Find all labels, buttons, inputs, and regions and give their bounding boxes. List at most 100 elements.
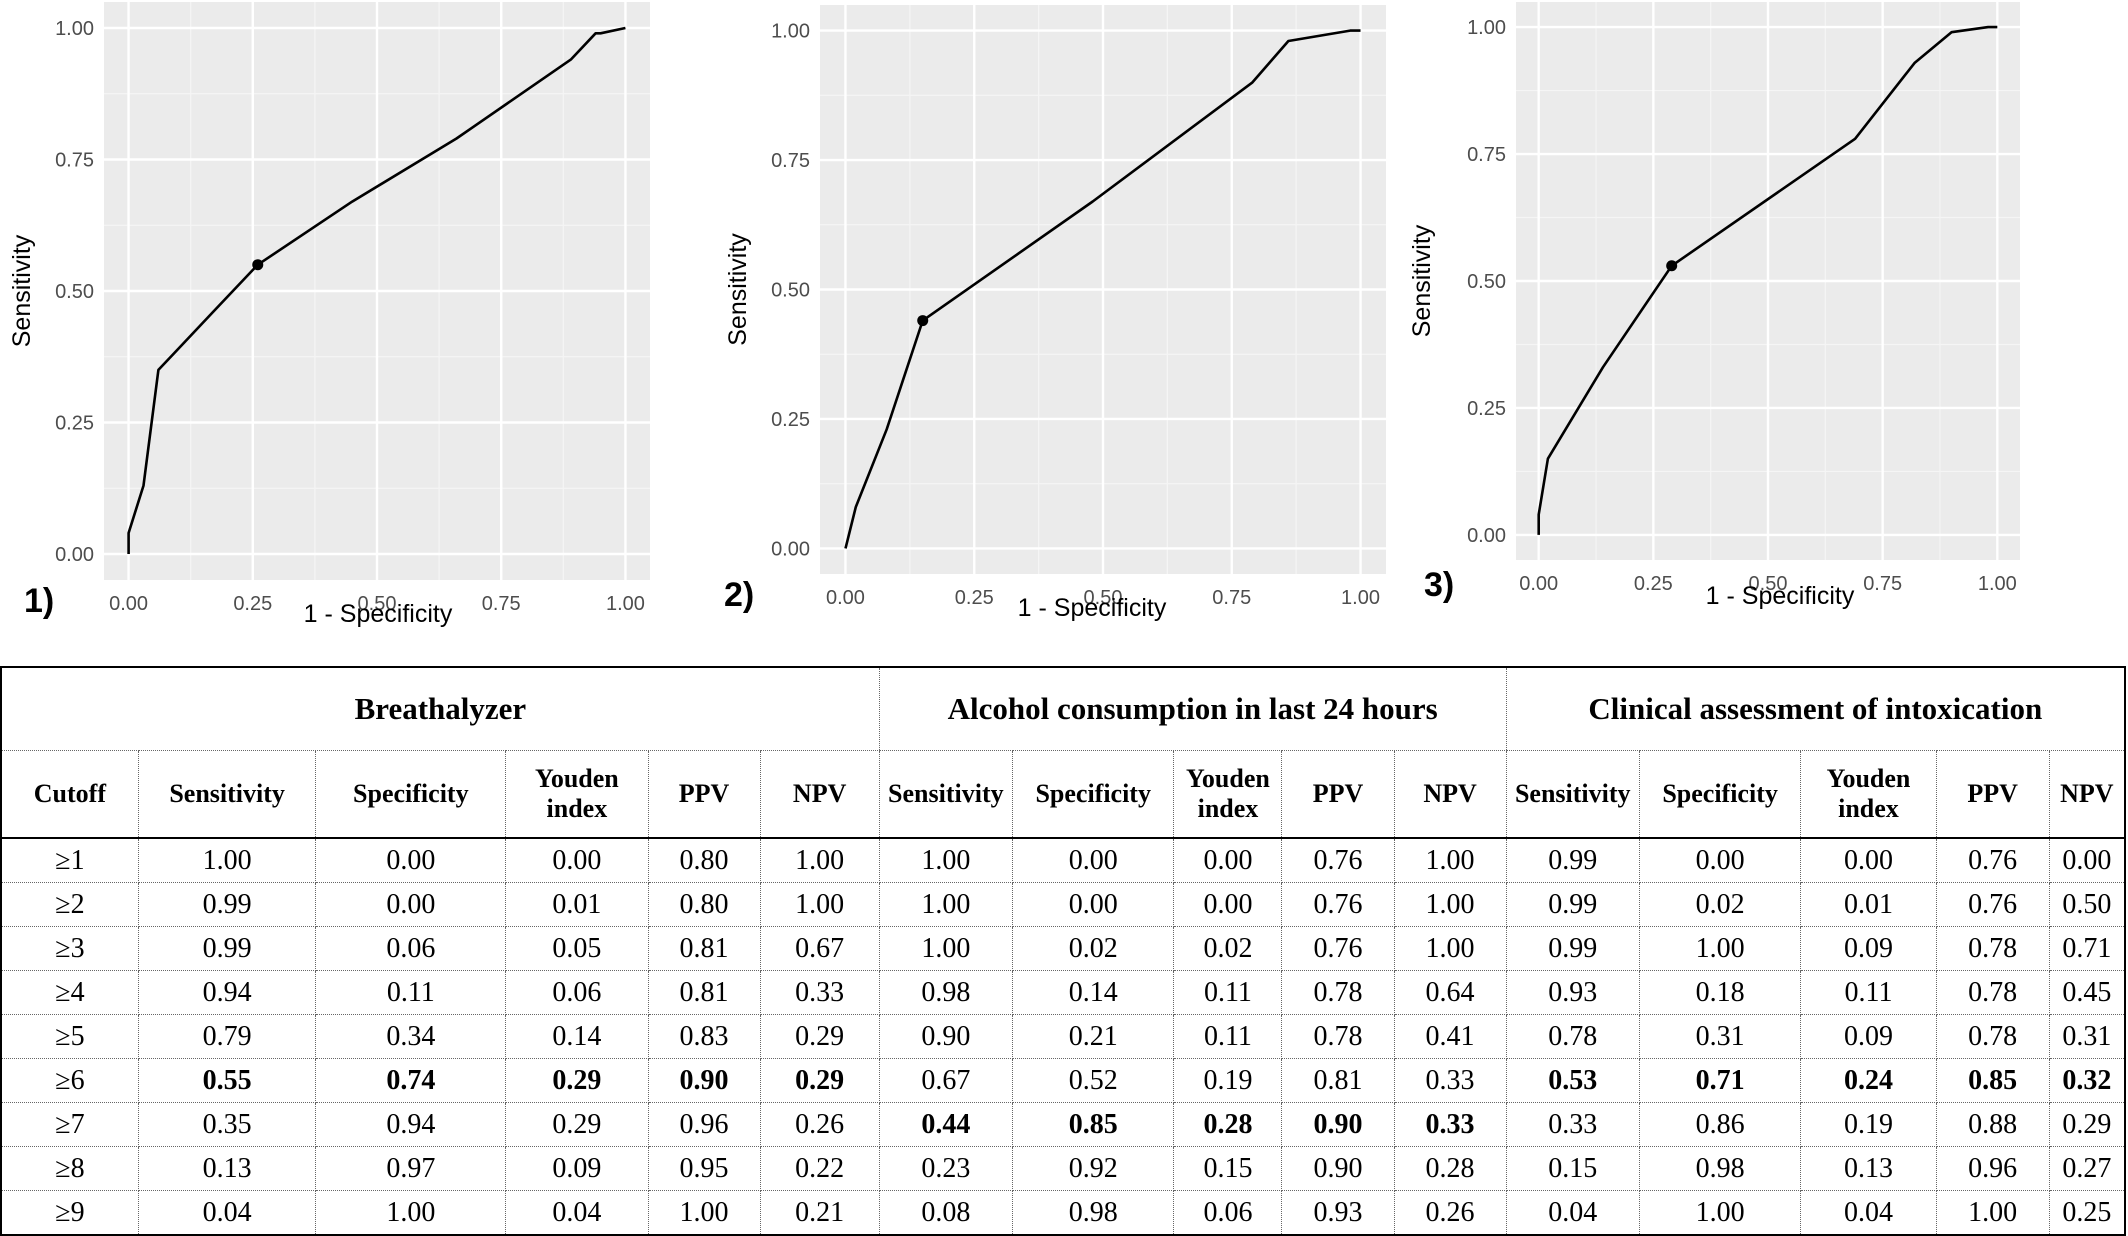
value-cell: 0.34 xyxy=(315,1014,507,1059)
x-tick-label: 0.00 xyxy=(826,587,865,609)
value-cell: 0.00 xyxy=(1173,882,1283,927)
value-cell: 0.11 xyxy=(315,970,507,1015)
column-header-sensitivity: Sensitivity xyxy=(138,750,317,839)
value-cell: 0.95 xyxy=(648,1146,761,1191)
value-cell: 0.22 xyxy=(760,1146,880,1191)
value-cell: 0.00 xyxy=(505,838,649,883)
value-cell: 0.01 xyxy=(1800,882,1937,927)
value-cell: 0.99 xyxy=(1505,882,1640,927)
column-header-specificity: Specificity xyxy=(1012,750,1175,839)
value-cell: 0.02 xyxy=(1639,882,1802,927)
x-tick-label: 0.50 xyxy=(1084,587,1123,609)
value-cell: 0.98 xyxy=(1012,1190,1175,1236)
optimal-cutoff-point xyxy=(252,259,264,271)
x-axis-title: 1 - Specificity xyxy=(1018,594,1167,622)
column-header-npv: NPV xyxy=(2049,750,2126,839)
y-tick-label: 1.00 xyxy=(55,18,94,40)
value-cell: 0.50 xyxy=(2049,882,2126,927)
metrics-table: Breathalyzer Alcohol consumption in last… xyxy=(0,666,2126,1236)
value-cell: 0.00 xyxy=(1173,838,1283,883)
x-axis-title: 1 - Specificity xyxy=(1706,582,1855,610)
column-header-ppv: PPV xyxy=(1936,750,2050,839)
table-row: ≥8 0.13 0.97 0.09 0.95 0.22 0.23 0.92 0.15 0.90 0.… xyxy=(0,1146,2126,1191)
value-cell: 0.15 xyxy=(1505,1146,1640,1191)
cutoff-cell: ≥7 xyxy=(0,1102,139,1147)
roc-plot-3: 0.00 0.00 0.25 0.25 0.50 0.50 0.75 0.75 1.00 1.00… xyxy=(1400,0,2100,640)
value-cell: 0.13 xyxy=(1800,1146,1937,1191)
value-cell: 0.76 xyxy=(1281,926,1395,971)
value-cell: 0.02 xyxy=(1012,926,1175,971)
value-cell: 0.67 xyxy=(760,926,880,971)
column-header-ppv: PPV xyxy=(648,750,761,839)
table-row: ≥3 0.99 0.06 0.05 0.81 0.67 1.00 0.02 0.02 0.76 1.… xyxy=(0,926,2126,971)
x-tick-label: 1.00 xyxy=(606,593,645,615)
value-cell: 0.76 xyxy=(1936,882,2050,927)
value-cell: 0.11 xyxy=(1800,970,1937,1015)
column-header-sensitivity: Sensitivity xyxy=(1505,750,1640,839)
value-cell: 0.25 xyxy=(2049,1190,2126,1236)
column-header-youden-index: Youden index xyxy=(1173,750,1283,839)
table-body: ≥1 1.00 0.00 0.00 0.80 1.00 1.00 0.00 0.00 0.76 1.… xyxy=(0,838,2126,1236)
y-tick-label: 0.75 xyxy=(1467,144,1506,166)
value-cell: 0.33 xyxy=(1505,1102,1640,1147)
value-cell: 0.28 xyxy=(1173,1102,1283,1147)
x-tick-label: 0.25 xyxy=(1634,573,1673,595)
value-cell: 0.21 xyxy=(1012,1014,1175,1059)
value-cell: 0.27 xyxy=(2049,1146,2126,1191)
table-row: ≥2 0.99 0.00 0.01 0.80 1.00 1.00 0.00 0.00 0.76 1.… xyxy=(0,882,2126,927)
panel-label: 3) xyxy=(1424,566,1454,604)
value-cell: 1.00 xyxy=(760,838,880,883)
y-tick-label: 1.00 xyxy=(1467,17,1506,39)
value-cell: 0.19 xyxy=(1800,1102,1937,1147)
value-cell: 0.26 xyxy=(1394,1190,1507,1236)
value-cell: 1.00 xyxy=(1394,926,1507,971)
roc-svg: 0.00 0.00 0.25 0.25 0.50 0.50 0.75 0.75 1.00 1.00… xyxy=(8,2,650,628)
y-axis-title: Sensitivity xyxy=(1408,224,1436,337)
value-cell: 0.81 xyxy=(648,926,761,971)
value-cell: 0.64 xyxy=(1394,970,1507,1015)
value-cell: 0.09 xyxy=(505,1146,649,1191)
value-cell: 1.00 xyxy=(1394,882,1507,927)
value-cell: 0.00 xyxy=(315,838,507,883)
value-cell: 0.00 xyxy=(1012,838,1175,883)
value-cell: 0.78 xyxy=(1936,1014,2050,1059)
value-cell: 0.31 xyxy=(2049,1014,2126,1059)
value-cell: 0.78 xyxy=(1936,970,2050,1015)
y-tick-label: 0.50 xyxy=(771,280,810,302)
cutoff-table: Breathalyzer Alcohol consumption in last… xyxy=(0,666,2126,1236)
y-tick-label: 0.25 xyxy=(771,409,810,431)
value-cell: 0.13 xyxy=(138,1146,317,1191)
column-header-specificity: Specificity xyxy=(1639,750,1802,839)
value-cell: 0.92 xyxy=(1012,1146,1175,1191)
x-tick-label: 0.75 xyxy=(482,593,521,615)
value-cell: 0.06 xyxy=(1173,1190,1283,1236)
value-cell: 0.33 xyxy=(760,970,880,1015)
value-cell: 0.02 xyxy=(1173,926,1283,971)
value-cell: 0.71 xyxy=(2049,926,2126,971)
value-cell: 0.94 xyxy=(315,1102,507,1147)
column-header-youden-index: Youden index xyxy=(1800,750,1937,839)
value-cell: 0.90 xyxy=(1281,1102,1395,1147)
column-header-specificity: Specificity xyxy=(315,750,507,839)
value-cell: 0.00 xyxy=(315,882,507,927)
value-cell: 0.94 xyxy=(138,970,317,1015)
cutoff-cell: ≥4 xyxy=(0,970,139,1015)
value-cell: 0.32 xyxy=(2049,1058,2126,1103)
column-header-row: Cutoff Sensitivity Specificity Youden index… xyxy=(0,750,2126,839)
x-tick-label: 1.00 xyxy=(1341,587,1380,609)
value-cell: 0.04 xyxy=(505,1190,649,1236)
value-cell: 0.99 xyxy=(138,882,317,927)
y-tick-label: 0.75 xyxy=(55,150,94,172)
column-header-sensitivity: Sensitivity xyxy=(878,750,1013,839)
x-tick-label: 0.50 xyxy=(1749,573,1788,595)
value-cell: 0.79 xyxy=(138,1014,317,1059)
x-tick-label: 0.25 xyxy=(233,593,272,615)
y-tick-label: 0.00 xyxy=(771,538,810,560)
y-tick-label: 0.00 xyxy=(55,544,94,566)
roc-svg: 0.00 0.00 0.25 0.25 0.50 0.50 0.75 0.75 1.00 1.00… xyxy=(724,5,1386,622)
table-row: ≥6 0.55 0.74 0.29 0.90 0.29 0.67 0.52 0.19 0.81 0.… xyxy=(0,1058,2126,1103)
value-cell: 0.85 xyxy=(1936,1058,2050,1103)
cutoff-cell: ≥2 xyxy=(0,882,139,927)
value-cell: 0.09 xyxy=(1800,926,1937,971)
value-cell: 0.97 xyxy=(315,1146,507,1191)
